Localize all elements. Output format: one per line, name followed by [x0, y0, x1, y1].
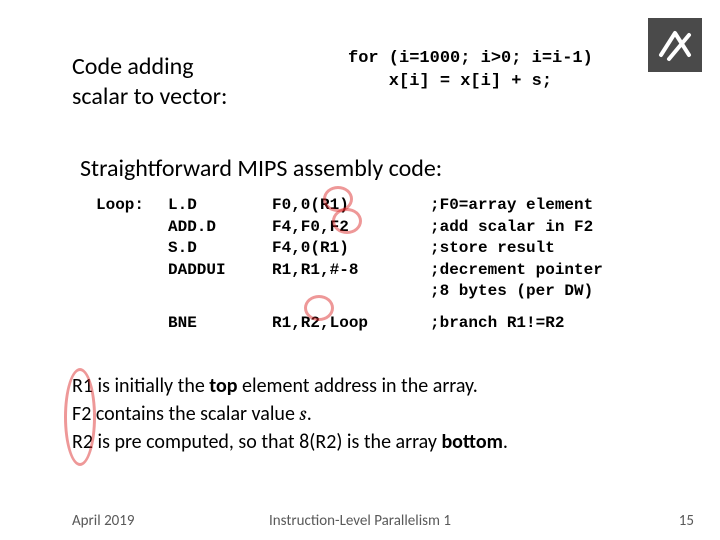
asm-args: F0,0(R1): [272, 195, 430, 217]
asm-comment: ;store result: [430, 238, 555, 260]
asm-label: Loop:: [96, 195, 168, 217]
note-line-1: R1 is initially the top element address …: [72, 372, 508, 400]
asm-row: DADDUIR1,R1,#-8;decrement pointer: [96, 260, 603, 282]
note-bold: bottom: [441, 430, 502, 454]
asm-row: Loop:L.DF0,0(R1);F0=array element: [96, 195, 603, 217]
asm-op: L.D: [168, 195, 272, 217]
institution-logo: [648, 18, 702, 72]
title-line-1: Code adding: [72, 52, 194, 81]
asm-args: [272, 281, 430, 303]
asm-label: [96, 238, 168, 260]
asm-comment: ;decrement pointer: [430, 260, 603, 282]
slide-title: Code adding scalar to vector:: [72, 52, 227, 112]
asm-comment: ;F0=array element: [430, 195, 593, 217]
asm-args: F4,0(R1): [272, 238, 430, 260]
asm-row: BNER1,R2,Loop;branch R1!=R2: [96, 313, 603, 335]
footer-title: Instruction-Level Parallelism 1: [0, 512, 720, 530]
asm-row: S.DF4,0(R1);store result: [96, 238, 603, 260]
asm-row: ADD.DF4,F0,F2;add scalar in F2: [96, 217, 603, 239]
asm-op: DADDUI: [168, 260, 272, 282]
asm-comment: ;8 bytes (per DW): [430, 281, 593, 303]
asm-comment: ;branch R1!=R2: [430, 313, 564, 335]
asm-comment: ;add scalar in F2: [430, 217, 593, 239]
asm-label: [96, 281, 168, 303]
asm-op: [168, 281, 272, 303]
asm-row: ;8 bytes (per DW): [96, 281, 603, 303]
note-text: element address in the array.: [238, 374, 478, 398]
asm-label: [96, 217, 168, 239]
asm-args: R1,R2,Loop: [272, 313, 430, 335]
footer-page-number: 15: [679, 512, 694, 530]
note-line-3: R2 is pre computed, so that 8(R2) is the…: [72, 428, 508, 456]
note-text: .: [307, 402, 312, 426]
assembly-code-block: Loop:L.DF0,0(R1);F0=array elementADD.DF4…: [96, 195, 603, 335]
notes-block: R1 is initially the top element address …: [72, 372, 508, 456]
note-text: .: [503, 430, 508, 454]
asm-label: [96, 260, 168, 282]
asm-op: ADD.D: [168, 217, 272, 239]
c-source-code: for (i=1000; i>0; i=i-1) x[i] = x[i] + s…: [348, 48, 593, 94]
note-bold: top: [209, 374, 237, 398]
note-text: F2 contains the scalar value: [72, 402, 299, 426]
subtitle: Straightforward MIPS assembly code:: [80, 154, 442, 183]
note-line-2: F2 contains the scalar value s.: [72, 400, 508, 428]
title-line-2: scalar to vector:: [72, 82, 227, 111]
asm-args: R1,R1,#-8: [272, 260, 430, 282]
asm-op: BNE: [168, 313, 272, 335]
note-text: R1 is initially the: [72, 374, 209, 398]
asm-op: S.D: [168, 238, 272, 260]
asm-args: F4,F0,F2: [272, 217, 430, 239]
note-italic: s: [299, 402, 306, 425]
note-text: R2 is pre computed, so that 8(R2) is the…: [72, 430, 441, 454]
logo-glyph: [655, 25, 695, 65]
asm-label: [96, 313, 168, 335]
